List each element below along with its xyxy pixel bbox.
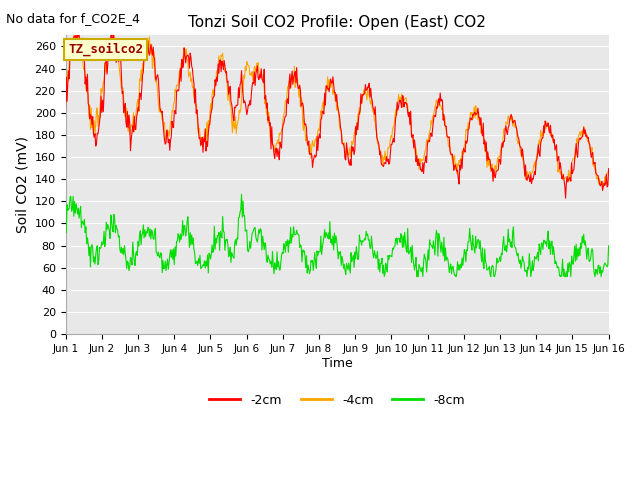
Y-axis label: Soil CO2 (mV): Soil CO2 (mV) <box>15 136 29 233</box>
Legend: -2cm, -4cm, -8cm: -2cm, -4cm, -8cm <box>204 389 470 411</box>
Text: TZ_soilco2: TZ_soilco2 <box>68 43 143 56</box>
Title: Tonzi Soil CO2 Profile: Open (East) CO2: Tonzi Soil CO2 Profile: Open (East) CO2 <box>188 15 486 30</box>
Text: No data for f_CO2E_4: No data for f_CO2E_4 <box>6 12 140 25</box>
X-axis label: Time: Time <box>322 357 353 370</box>
